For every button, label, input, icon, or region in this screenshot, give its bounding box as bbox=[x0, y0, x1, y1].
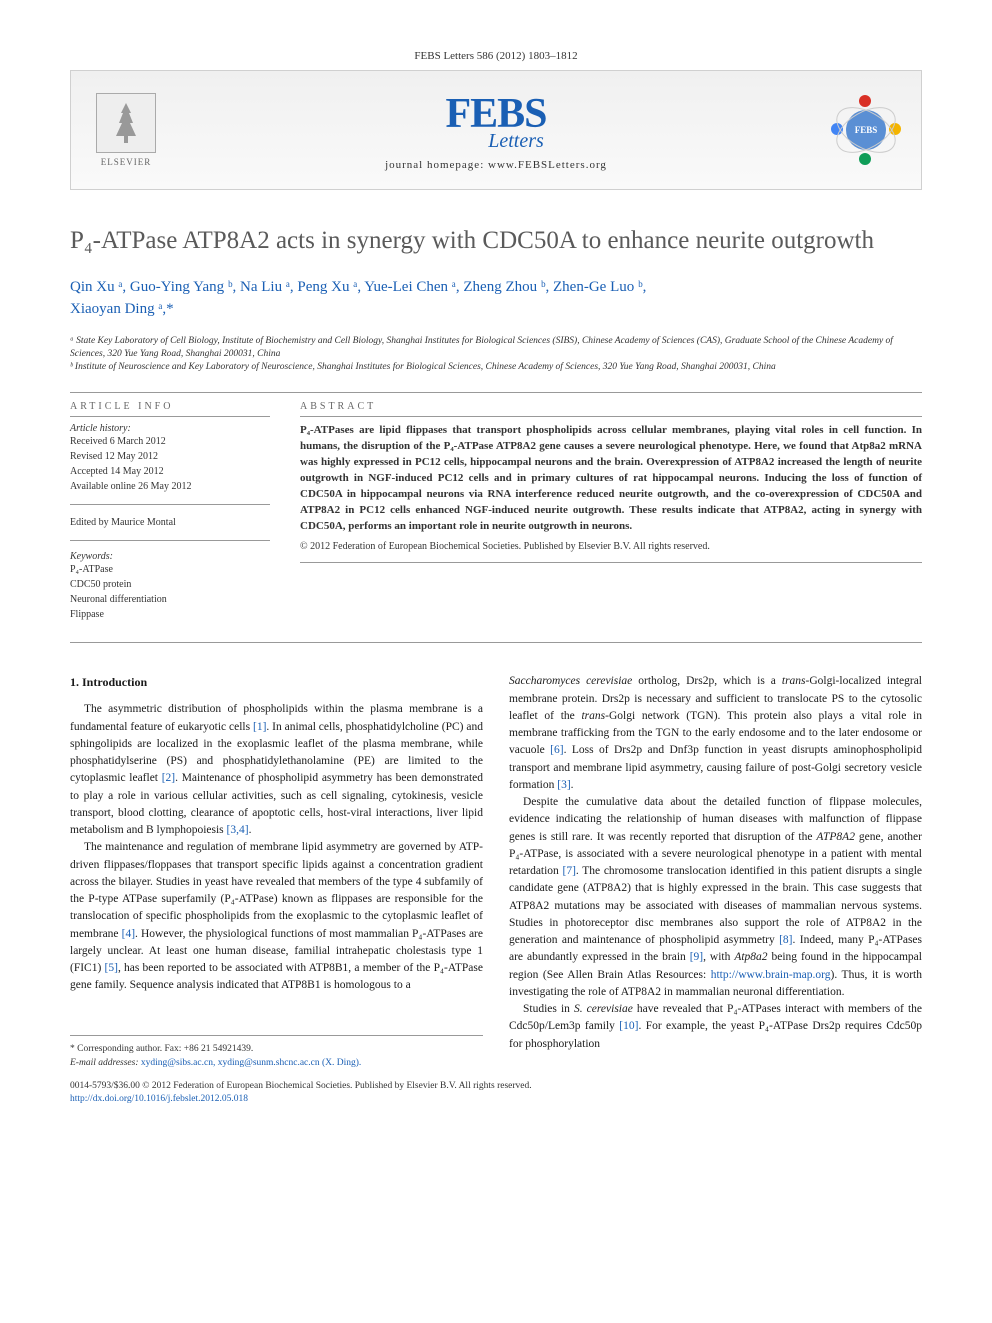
email-label: E-mail addresses: bbox=[70, 1058, 139, 1068]
abstract-panel: ABSTRACT P₄-ATPases are lipid flippases … bbox=[300, 401, 922, 622]
email-link[interactable]: xyding@sibs.ac.cn, xyding@sunm.shcnc.ac.… bbox=[139, 1058, 362, 1068]
article-title: P₄-ATPase ATP8A2 acts in synergy with CD… bbox=[70, 225, 922, 258]
journal-reference: FEBS Letters 586 (2012) 1803–1812 bbox=[70, 50, 922, 62]
homepage-link[interactable]: journal homepage: www.FEBSLetters.org bbox=[161, 159, 831, 171]
url-link[interactable]: http://www.brain-map.org bbox=[711, 969, 831, 981]
authors-line: Xiaoyan Ding ᵃ,* bbox=[70, 301, 174, 317]
abstract-heading: ABSTRACT bbox=[300, 401, 922, 417]
edited-by: Edited by Maurice Montal bbox=[70, 515, 270, 530]
citation-link[interactable]: [9] bbox=[690, 951, 703, 963]
page-footer: 0014-5793/$36.00 © 2012 Federation of Eu… bbox=[70, 1080, 922, 1107]
keyword: Flippase bbox=[70, 607, 270, 622]
author-list: Qin Xu ᵃ, Guo-Ying Yang ᵇ, Na Liu ᵃ, Pen… bbox=[70, 276, 922, 321]
affiliation-b: ᵇ Institute of Neuroscience and Key Labo… bbox=[70, 361, 922, 374]
elsevier-logo: ELSEVIER bbox=[91, 88, 161, 173]
divider bbox=[70, 504, 270, 505]
doi-link[interactable]: http://dx.doi.org/10.1016/j.febslet.2012… bbox=[70, 1093, 922, 1106]
citation-link[interactable]: [4] bbox=[122, 928, 135, 940]
affiliations: ᵃ State Key Laboratory of Cell Biology, … bbox=[70, 335, 922, 375]
citation-link[interactable]: [3] bbox=[557, 779, 570, 791]
issn-copyright: 0014-5793/$36.00 © 2012 Federation of Eu… bbox=[70, 1080, 922, 1093]
divider bbox=[70, 642, 922, 643]
info-heading: ARTICLE INFO bbox=[70, 401, 270, 417]
copyright-text: © 2012 Federation of European Biochemica… bbox=[300, 541, 922, 552]
elsevier-label: ELSEVIER bbox=[101, 157, 152, 167]
paragraph: The asymmetric distribution of phospholi… bbox=[70, 701, 483, 839]
divider bbox=[70, 392, 922, 393]
corresponding-author-footer: * Corresponding author. Fax: +86 21 5492… bbox=[70, 1035, 483, 1071]
citation-link[interactable]: [8] bbox=[779, 934, 792, 946]
abstract-text: P₄-ATPases are lipid flippases that tran… bbox=[300, 423, 922, 535]
history-label: Article history: bbox=[70, 423, 270, 434]
citation-link[interactable]: [7] bbox=[563, 865, 576, 877]
received-date: Received 6 March 2012 bbox=[70, 434, 270, 449]
keyword: Neuronal differentiation bbox=[70, 592, 270, 607]
paragraph: Studies in S. cerevisiae have revealed t… bbox=[509, 1001, 922, 1053]
citation-link[interactable]: [3,4] bbox=[227, 824, 249, 836]
paragraph: Saccharomyces cerevisiae ortholog, Drs2p… bbox=[509, 673, 922, 794]
citation-link[interactable]: [2] bbox=[162, 772, 175, 784]
left-column: 1. Introduction The asymmetric distribut… bbox=[70, 673, 483, 1070]
article-info-panel: ARTICLE INFO Article history: Received 6… bbox=[70, 401, 270, 622]
paragraph: Despite the cumulative data about the de… bbox=[509, 794, 922, 1001]
elsevier-tree-icon bbox=[96, 93, 156, 153]
febs-society-logo: FEBS bbox=[831, 95, 901, 165]
right-column: Saccharomyces cerevisiae ortholog, Drs2p… bbox=[509, 673, 922, 1070]
citation-link[interactable]: [10] bbox=[619, 1020, 638, 1032]
citation-link[interactable]: [1] bbox=[253, 721, 266, 733]
body-text: 1. Introduction The asymmetric distribut… bbox=[70, 673, 922, 1070]
accepted-date: Accepted 14 May 2012 bbox=[70, 464, 270, 479]
paragraph: The maintenance and regulation of membra… bbox=[70, 839, 483, 994]
corresponding-note: * Corresponding author. Fax: +86 21 5492… bbox=[70, 1042, 483, 1056]
section-heading: 1. Introduction bbox=[70, 673, 483, 691]
journal-banner: ELSEVIER FEBS Letters journal homepage: … bbox=[70, 70, 922, 190]
divider bbox=[70, 540, 270, 541]
affiliation-a: ᵃ State Key Laboratory of Cell Biology, … bbox=[70, 335, 922, 362]
revised-date: Revised 12 May 2012 bbox=[70, 449, 270, 464]
online-date: Available online 26 May 2012 bbox=[70, 479, 270, 494]
febs-sub-text: Letters bbox=[201, 130, 831, 153]
citation-link[interactable]: [5] bbox=[105, 962, 118, 974]
keyword: P₄-ATPase bbox=[70, 562, 270, 577]
keyword: CDC50 protein bbox=[70, 577, 270, 592]
citation-link[interactable]: [6] bbox=[550, 744, 563, 756]
authors-line: Qin Xu ᵃ, Guo-Ying Yang ᵇ, Na Liu ᵃ, Pen… bbox=[70, 279, 646, 295]
keywords-label: Keywords: bbox=[70, 551, 270, 562]
journal-logo: FEBS Letters journal homepage: www.FEBSL… bbox=[161, 90, 831, 171]
divider bbox=[300, 562, 922, 563]
